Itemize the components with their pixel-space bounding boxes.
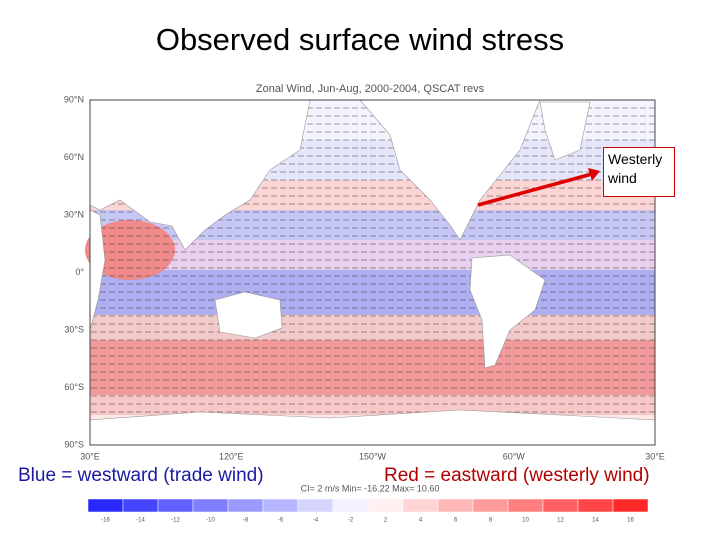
caption-blue: Blue = westward (trade wind) (18, 465, 264, 486)
caption-red: Red = eastward (westerly wind) (384, 465, 650, 486)
annotation-box: Westerly wind (603, 147, 675, 197)
colorbar-label: 10 (522, 518, 529, 524)
colorbar-label: 16 (627, 518, 634, 524)
colorbar-cell (227, 498, 264, 513)
colorbar-cell (87, 498, 124, 513)
lat-label: 90°N (64, 94, 84, 104)
lat-label: 90°S (64, 439, 84, 449)
colorbar-cell (332, 498, 369, 513)
colorbar-label: -6 (278, 518, 284, 524)
lat-label: 60°S (64, 382, 84, 392)
lon-label: 30°E (645, 451, 665, 461)
colorbar-cell (507, 498, 544, 513)
lat-label: 60°N (64, 152, 84, 162)
colorbar-label: -14 (136, 518, 145, 524)
lon-label: 30°E (80, 451, 100, 461)
map-field (85, 99, 656, 446)
colorbar-cell (297, 498, 334, 513)
colorbar-label: 4 (419, 518, 423, 524)
colorbar-cell (437, 498, 474, 513)
lon-label: 120°E (219, 451, 244, 461)
colorbar-cell (122, 498, 159, 513)
colorbar-label: -4 (313, 518, 319, 524)
colorbar-label: 6 (454, 518, 458, 524)
colorbar-cell (367, 498, 404, 513)
colorbar-label: 12 (557, 518, 564, 524)
lat-label: 30°N (64, 209, 84, 219)
colorbar-label: -10 (206, 518, 215, 524)
lon-label: 60°W (503, 451, 526, 461)
map-stats: CI= 2 m/s Min= -16.22 Max= 10.60 (301, 483, 440, 493)
colorbar-label: -12 (171, 518, 180, 524)
colorbar-cell (157, 498, 194, 513)
colorbar-cell (192, 498, 229, 513)
colorbar-cell (577, 498, 614, 513)
colorbar-cell (402, 498, 439, 513)
colorbar-cell (472, 498, 509, 513)
colorbar-label: -8 (243, 518, 249, 524)
annotation-arrowhead (588, 168, 600, 181)
annotation-arrow (477, 172, 593, 207)
colorbar-cell (262, 498, 299, 513)
map-frame (89, 99, 656, 446)
lon-label: 150°W (359, 451, 387, 461)
map-title: Zonal Wind, Jun-Aug, 2000-2004, QSCAT re… (256, 83, 485, 95)
colorbar-label: -16 (101, 518, 110, 524)
colorbar-label: -2 (348, 518, 354, 524)
lat-label: 30°S (64, 324, 84, 334)
colorbar-label: 2 (384, 518, 388, 524)
lat-label: 0° (75, 267, 84, 277)
continents (89, 99, 656, 446)
colorbar-cell (612, 498, 649, 513)
colorbar-label: 14 (592, 518, 599, 524)
colorbar-cell (542, 498, 579, 513)
colorbar-label: 8 (489, 518, 493, 524)
slide-title: Observed surface wind stress (155, 22, 565, 57)
